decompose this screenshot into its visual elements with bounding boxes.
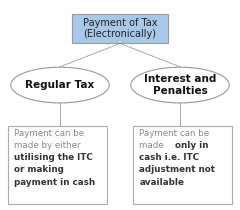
Ellipse shape — [131, 67, 229, 103]
Text: cash i.e. ITC: cash i.e. ITC — [139, 153, 199, 162]
FancyBboxPatch shape — [133, 126, 232, 204]
Text: Payment of Tax
(Electronically): Payment of Tax (Electronically) — [83, 18, 157, 39]
FancyBboxPatch shape — [8, 126, 107, 204]
Text: Payment can be: Payment can be — [14, 129, 84, 138]
Text: made by either: made by either — [14, 141, 81, 150]
Text: or making: or making — [14, 165, 64, 174]
Text: utilising the ITC: utilising the ITC — [14, 153, 93, 162]
Text: Interest and
Penalties: Interest and Penalties — [144, 74, 216, 96]
Text: Regular Tax: Regular Tax — [25, 80, 95, 90]
Text: only in: only in — [175, 141, 208, 150]
Text: made: made — [139, 141, 167, 150]
Text: Payment can be: Payment can be — [139, 129, 209, 138]
Text: payment in cash: payment in cash — [14, 178, 96, 186]
Text: available: available — [139, 178, 184, 186]
FancyBboxPatch shape — [72, 14, 168, 43]
Ellipse shape — [11, 67, 109, 103]
Text: adjustment not: adjustment not — [139, 165, 215, 174]
